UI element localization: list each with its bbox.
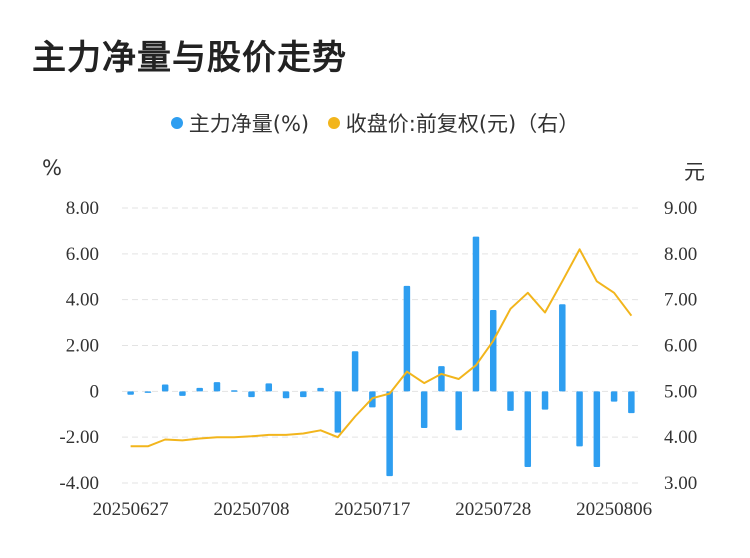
left-tick-label: -2.00 [59, 427, 99, 448]
bar-net-volume [593, 391, 601, 467]
bar-net-volume [507, 391, 514, 411]
legend-item-price[interactable]: 收盘价:前复权(元)（右） [327, 108, 580, 138]
line-close-price [130, 248, 633, 448]
right-tick-label: 6.00 [664, 336, 697, 357]
bar-net-volume [265, 383, 273, 392]
legend: 主力净量(%) 收盘价:前复权(元)（右） [0, 108, 750, 138]
bar-net-volume [334, 391, 342, 433]
right-axis-unit: 元 [684, 160, 705, 184]
left-tick-label: -4.00 [59, 473, 99, 494]
bar-net-volume [438, 366, 445, 392]
right-tick-label: 7.00 [664, 290, 697, 311]
bar-net-volume [455, 391, 462, 431]
right-tick-label: 9.00 [664, 198, 697, 219]
legend-label-net: 主力净量(%) [188, 112, 310, 136]
bar-net-volume [403, 285, 411, 392]
bar-net-volume [576, 391, 583, 447]
x-tick-label: 20250717 [334, 499, 410, 520]
bar-net-volume [179, 391, 186, 396]
left-tick-label: 8.00 [66, 198, 99, 219]
left-tick-label: 0 [90, 381, 100, 402]
chart-title: 主力净量与股价走势 [32, 38, 347, 78]
bar-net-volume [144, 391, 152, 393]
bar-net-volume [351, 351, 359, 392]
x-tick-label: 20250627 [93, 499, 169, 520]
left-tick-label: 2.00 [66, 336, 99, 357]
left-axis-unit: % [42, 156, 62, 180]
bar-net-volume [196, 387, 203, 392]
bar-net-volume [282, 391, 290, 399]
right-tick-label: 5.00 [664, 381, 697, 402]
legend-item-net[interactable]: 主力净量(%) [170, 108, 310, 138]
bar-net-volume [472, 236, 480, 392]
legend-label-price: 收盘价:前复权(元)（右） [345, 112, 580, 136]
left-tick-label: 6.00 [66, 244, 99, 265]
bar-net-volume [420, 391, 428, 428]
right-tick-label: 3.00 [664, 473, 697, 494]
bar-net-volume [489, 309, 497, 392]
bar-net-volume [541, 391, 549, 410]
legend-marker-net [170, 117, 183, 129]
bar-net-volume [248, 391, 255, 398]
bar-net-volume [300, 391, 307, 398]
x-tick-label: 20250728 [455, 499, 531, 520]
bar-net-volume [628, 391, 635, 414]
bar-net-volume [610, 391, 618, 402]
bar-net-volume [317, 387, 324, 392]
x-tick-label: 20250806 [576, 499, 652, 520]
bar-net-volume [127, 391, 134, 395]
bar-net-volume [559, 304, 566, 392]
left-tick-label: 4.00 [66, 290, 99, 311]
bar-net-volume [386, 391, 393, 477]
right-tick-label: 4.00 [664, 427, 697, 448]
bar-net-volume [230, 390, 238, 392]
bar-net-volume [524, 391, 532, 467]
x-tick-label: 20250708 [214, 499, 290, 520]
legend-marker-price [327, 117, 340, 129]
right-tick-label: 8.00 [664, 244, 697, 265]
bar-net-volume [161, 384, 169, 392]
bar-net-volume [213, 382, 221, 392]
